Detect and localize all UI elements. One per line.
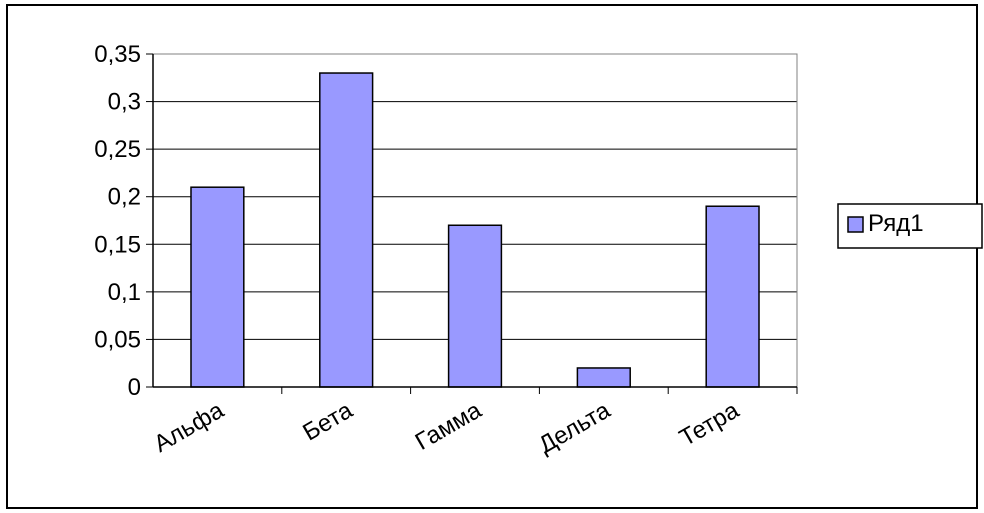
y-tick-label: 0,35 bbox=[94, 41, 141, 68]
y-tick-label: 0,1 bbox=[108, 279, 141, 306]
bar bbox=[705, 205, 760, 388]
y-tick-label: 0,15 bbox=[94, 231, 141, 258]
bar bbox=[576, 367, 631, 388]
y-tick-label: 0 bbox=[128, 374, 141, 401]
y-tick-label: 0,2 bbox=[108, 184, 141, 211]
x-tick-label: Альфа bbox=[149, 396, 229, 458]
x-tick-label: Бета bbox=[298, 396, 357, 446]
x-tick-label: Гамма bbox=[411, 396, 487, 455]
bar bbox=[319, 72, 374, 388]
x-tick-label: Тетра bbox=[675, 396, 744, 451]
y-tick-labels: 0 0,05 0,1 0,15 0,2 0,25 0,3 0,35 bbox=[94, 41, 141, 401]
y-tick-label: 0,05 bbox=[94, 326, 141, 353]
legend-swatch bbox=[847, 216, 864, 233]
bars bbox=[190, 72, 760, 388]
bar bbox=[190, 186, 245, 388]
x-tick-labels: Альфа Бета Гамма Дельта Тетра bbox=[149, 396, 744, 458]
y-tick-label: 0,3 bbox=[108, 89, 141, 116]
y-tick-label: 0,25 bbox=[94, 136, 141, 163]
axes bbox=[146, 53, 798, 394]
legend-label: Ряд1 bbox=[868, 210, 924, 237]
legend: Ряд1 bbox=[837, 203, 983, 249]
x-tick-label: Дельта bbox=[534, 396, 615, 458]
bar bbox=[447, 224, 503, 388]
